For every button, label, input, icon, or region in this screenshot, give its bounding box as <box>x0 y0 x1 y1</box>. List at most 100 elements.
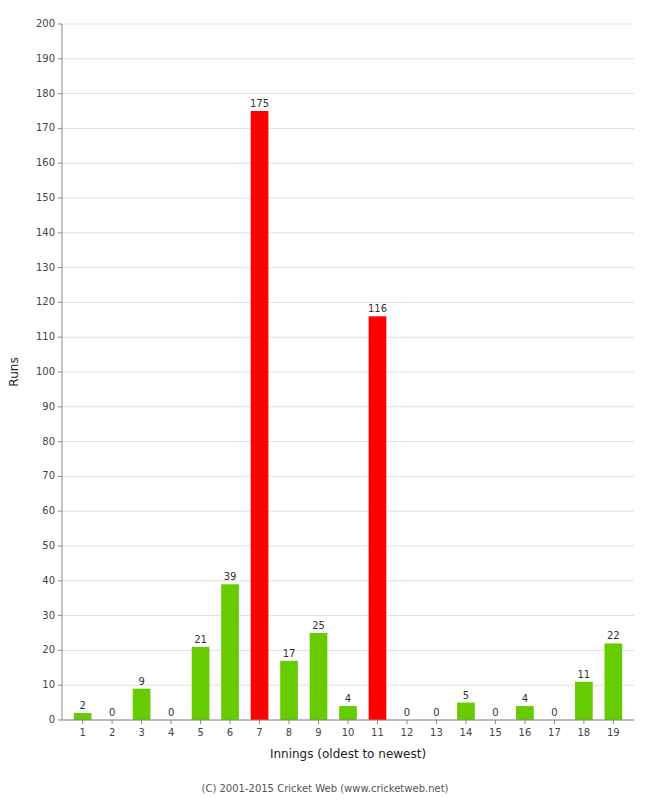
y-tick-label: 0 <box>49 714 55 725</box>
x-tick <box>141 720 142 724</box>
data-label: 4 <box>345 693 351 704</box>
bar <box>457 703 475 720</box>
x-tick-label: 1 <box>79 727 85 738</box>
data-label: 11 <box>578 669 591 680</box>
y-tick-label: 40 <box>42 575 55 586</box>
grid-line <box>62 163 634 164</box>
y-tick-label: 20 <box>42 644 55 655</box>
chart: 0102030405060708090100110120130140150160… <box>0 0 650 800</box>
x-tick <box>436 720 437 724</box>
data-label: 4 <box>522 693 528 704</box>
y-tick <box>58 685 62 686</box>
grid-line <box>62 546 634 547</box>
x-tick <box>613 720 614 724</box>
y-tick <box>58 302 62 303</box>
bar <box>192 647 210 720</box>
data-label: 0 <box>168 707 174 718</box>
x-tick-label: 15 <box>489 727 502 738</box>
x-tick <box>377 720 378 724</box>
y-tick <box>58 267 62 268</box>
grid-line <box>62 441 634 442</box>
y-tick <box>58 198 62 199</box>
y-tick <box>58 372 62 373</box>
x-tick <box>200 720 201 724</box>
data-label: 116 <box>368 303 387 314</box>
x-tick-label: 10 <box>342 727 355 738</box>
x-tick <box>259 720 260 724</box>
x-tick <box>230 720 231 724</box>
y-tick <box>58 511 62 512</box>
x-tick <box>554 720 555 724</box>
x-tick-label: 9 <box>315 727 321 738</box>
y-tick-label: 160 <box>36 157 55 168</box>
data-label: 0 <box>492 707 498 718</box>
bar <box>221 584 239 720</box>
x-tick <box>583 720 584 724</box>
grid-line <box>62 685 634 686</box>
footer: (C) 2001-2015 Cricket Web (www.cricketwe… <box>202 783 449 794</box>
y-axis-line <box>62 24 63 720</box>
data-label: 17 <box>283 648 296 659</box>
bar <box>339 706 357 720</box>
x-tick <box>318 720 319 724</box>
x-tick <box>171 720 172 724</box>
x-tick-label: 5 <box>197 727 203 738</box>
y-tick-label: 100 <box>36 366 55 377</box>
y-tick-label: 130 <box>36 262 55 273</box>
y-tick-label: 190 <box>36 53 55 64</box>
y-tick <box>58 441 62 442</box>
grid-line <box>62 372 634 373</box>
bar <box>74 713 92 720</box>
data-label: 0 <box>551 707 557 718</box>
y-tick-label: 50 <box>42 540 55 551</box>
x-tick-label: 12 <box>401 727 414 738</box>
y-tick <box>58 476 62 477</box>
bar <box>575 682 593 720</box>
data-label: 0 <box>109 707 115 718</box>
grid-line <box>62 93 634 94</box>
data-label: 39 <box>224 571 237 582</box>
data-label: 0 <box>433 707 439 718</box>
x-tick <box>524 720 525 724</box>
bar <box>280 661 298 720</box>
chart-container: 0102030405060708090100110120130140150160… <box>0 0 650 800</box>
x-tick <box>495 720 496 724</box>
x-tick-label: 16 <box>519 727 532 738</box>
x-ticks: 12345678910111213141516171819 <box>79 720 619 738</box>
data-labels: 20902139175172541160050401122 <box>79 98 619 718</box>
y-tick-label: 170 <box>36 122 55 133</box>
x-tick <box>406 720 407 724</box>
x-axis-label: Innings (oldest to newest) <box>270 747 426 761</box>
y-tick <box>58 93 62 94</box>
y-tick <box>58 24 62 25</box>
grid-line <box>62 615 634 616</box>
y-tick-label: 150 <box>36 192 55 203</box>
grid <box>62 24 634 720</box>
x-tick-label: 6 <box>227 727 233 738</box>
data-label: 5 <box>463 690 469 701</box>
y-tick-label: 60 <box>42 505 55 516</box>
x-tick <box>112 720 113 724</box>
x-tick-label: 14 <box>460 727 473 738</box>
bar <box>251 111 269 720</box>
grid-line <box>62 511 634 512</box>
grid-line <box>62 128 634 129</box>
grid-line <box>62 267 634 268</box>
y-tick <box>58 128 62 129</box>
y-tick-label: 30 <box>42 610 55 621</box>
x-tick-label: 7 <box>256 727 262 738</box>
grid-line <box>62 24 634 25</box>
data-label: 21 <box>194 634 207 645</box>
y-tick-label: 80 <box>42 436 55 447</box>
y-tick-label: 200 <box>36 18 55 29</box>
y-tick <box>58 58 62 59</box>
y-tick <box>58 615 62 616</box>
y-tick <box>58 546 62 547</box>
y-tick-label: 120 <box>36 296 55 307</box>
y-tick-label: 70 <box>42 470 55 481</box>
bar <box>605 643 623 720</box>
x-tick-label: 4 <box>168 727 174 738</box>
data-label: 2 <box>79 700 85 711</box>
y-tick <box>58 720 62 721</box>
x-tick-label: 19 <box>607 727 620 738</box>
